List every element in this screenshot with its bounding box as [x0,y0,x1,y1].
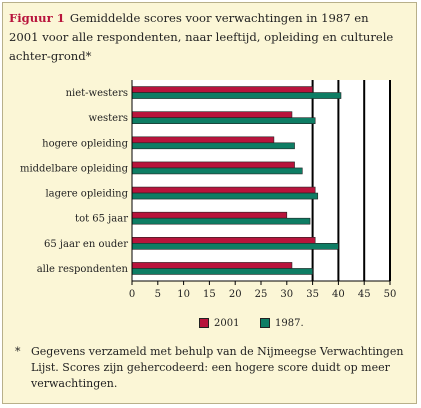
figure-label: Figuur 1 [9,11,65,25]
bar-2001-4 [131,186,316,194]
footnote-text: Gegevens verzameld met behulp van de Nij… [31,345,404,390]
x-tick-label: 30 [280,289,293,300]
x-tick-label: 45 [358,289,371,300]
bar-1987-3 [131,167,303,175]
bar-1987-7 [131,268,313,275]
x-tick-label: 50 [384,289,397,300]
category-label: alle respondenten [37,264,129,275]
x-tick-label: 40 [332,289,345,300]
plot-area [132,80,390,281]
figure-frame: Figuur 1 Gemiddelde scores voor verwachti… [2,2,417,404]
bar-1987-5 [131,217,311,225]
bar-2001-1 [131,111,293,118]
bar-2001-3 [131,161,295,169]
bar-2001-5 [131,211,288,219]
category-label: westers [89,113,128,124]
footnote: * Gegevens verzameld met behulp van de N… [15,344,407,392]
footnote-marker: * [15,345,21,358]
figure-title: Figuur 1 Gemiddelde scores voor verwachti… [9,9,399,66]
x-tick-label: 25 [255,289,268,300]
legend-item-2001: 2001 [199,315,239,331]
bar-2001-7 [131,262,293,269]
x-tick-label: 0 [129,289,135,300]
bar-1987-6 [131,243,339,250]
x-tick-label: 15 [203,289,216,300]
bar-1987-4 [131,192,319,200]
category-label: lagere opleiding [45,189,128,200]
legend-swatch-1987 [260,318,270,328]
legend-label-1987: 1987. [275,317,304,329]
bar-2001-2 [131,136,275,144]
category-label: middelbare opleiding [20,163,129,174]
x-tick-label: 35 [306,289,319,300]
category-label: hogere opleiding [42,138,128,149]
bar-2001-0 [131,86,313,93]
category-label: niet-westers [66,88,128,99]
x-tick-label: 20 [229,289,242,300]
category-label: tot 65 jaar [75,214,128,225]
bar-1987-2 [131,142,295,150]
bar-1987-0 [131,92,342,99]
bar-chart: niet-westers westers hogere opleiding midde… [20,80,397,300]
legend-item-1987: 1987. [260,315,304,331]
bar-2001-6 [131,237,316,244]
category-label: 65 jaar en ouder [44,239,128,250]
chart-legend: 2001 1987. [3,315,418,331]
x-tick-label: 5 [155,289,161,300]
bar-1987-1 [131,117,316,124]
figure-title-text: Gemiddelde scores voor verwachtingen in … [9,11,394,63]
legend-label-2001: 2001 [214,317,240,329]
legend-swatch-2001 [199,318,209,328]
x-tick-label: 10 [177,289,190,300]
